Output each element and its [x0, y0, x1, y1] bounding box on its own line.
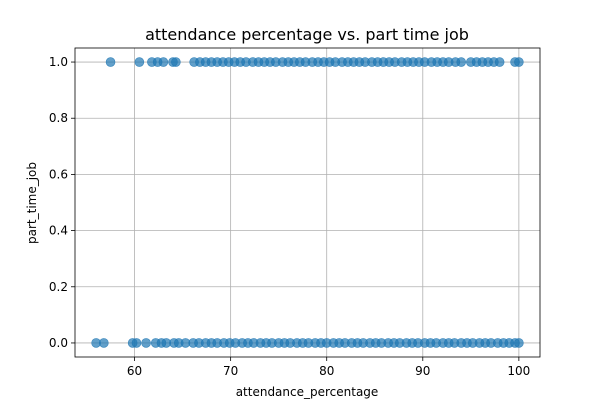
x-tick-label: 70 — [223, 364, 238, 378]
scatter-point — [99, 338, 109, 348]
y-tick-label: 0.6 — [49, 167, 68, 181]
x-axis-ticks: 60 70 80 90 100 — [127, 357, 530, 378]
y-tick-label: 0.2 — [49, 280, 68, 294]
x-tick-label: 100 — [507, 364, 530, 378]
scatter-point — [456, 57, 467, 67]
chart-title: attendance percentage vs. part time job — [145, 25, 469, 44]
x-tick-label: 90 — [415, 364, 430, 378]
y-axis-label: part_time_job — [25, 162, 39, 244]
scatter-point — [141, 338, 151, 348]
y-tick-label: 1.0 — [49, 55, 68, 69]
scatter-point — [131, 338, 142, 348]
scatter-point — [105, 57, 116, 67]
scatter-point — [158, 57, 169, 67]
y-axis-ticks: 0.0 0.2 0.4 0.6 0.8 1.0 — [49, 55, 75, 350]
plot-frame — [74, 47, 541, 358]
scatter-point — [134, 57, 145, 67]
scatter-point — [171, 57, 181, 67]
scatter-point — [514, 338, 524, 348]
y-tick-label: 0.8 — [49, 111, 68, 125]
y-tick-label: 0.0 — [49, 336, 68, 350]
scatter-point — [494, 57, 505, 67]
x-tick-label: 80 — [319, 364, 334, 378]
scatter-point — [514, 57, 524, 67]
x-tick-label: 60 — [127, 364, 142, 378]
x-axis-label: attendance_percentage — [236, 385, 379, 399]
data-points — [91, 57, 524, 348]
y-tick-label: 0.4 — [49, 224, 68, 238]
